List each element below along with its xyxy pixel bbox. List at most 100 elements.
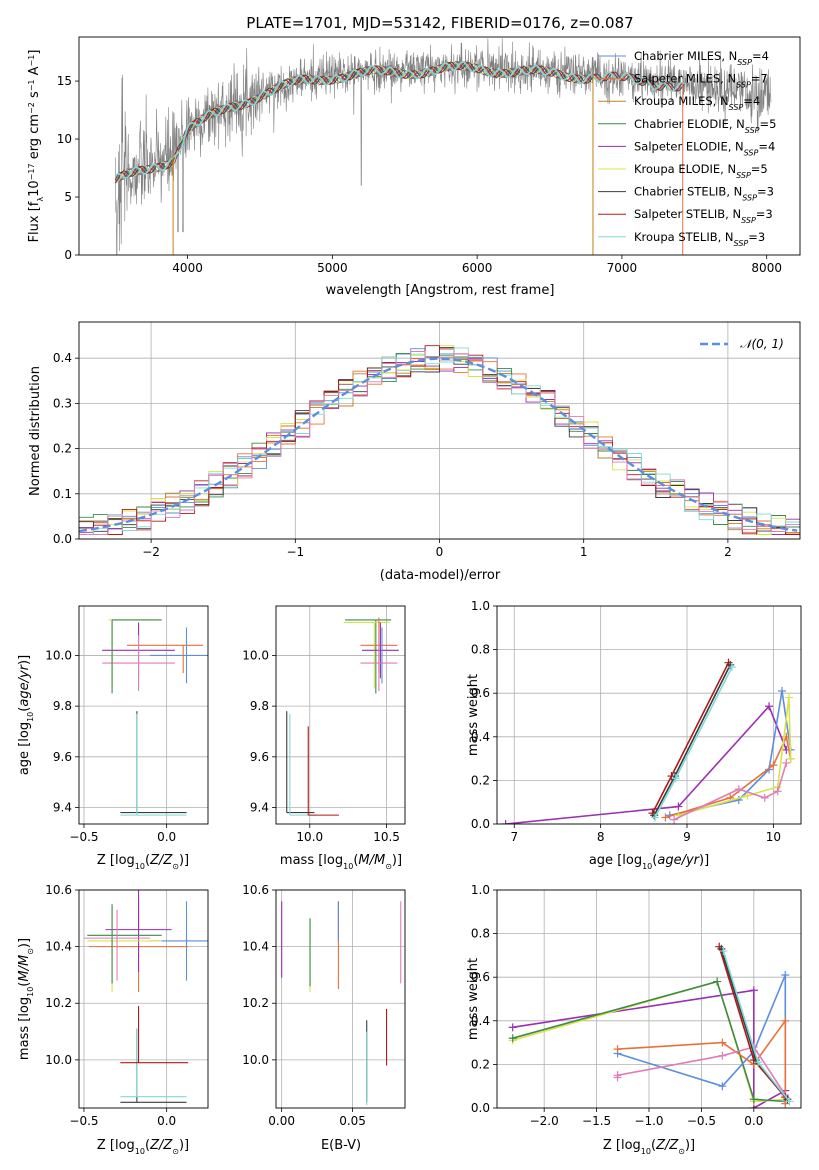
normal-curve-line [79, 357, 798, 533]
y-tick-label: 10.4 [242, 940, 269, 954]
age-metal-axes [75, 606, 208, 828]
data-point-chabrier_miles [150, 627, 208, 684]
y-tick-label: 10.0 [242, 1053, 269, 1067]
y-tick-label: 0.4 [471, 1014, 490, 1028]
series-marker [734, 785, 743, 794]
y-tick-label: 0.0 [471, 1101, 490, 1115]
age-mass-axes [272, 606, 405, 828]
model-spectrum-line-kroupa_stelib [114, 60, 685, 179]
spectrum-xlabel: wavelength [Angstrom, rest frame] [326, 283, 555, 298]
histogram-step-kroupa_stelib [79, 347, 800, 535]
histogram-step-salpeter_stelib [79, 345, 800, 535]
series-line [505, 704, 788, 824]
series-marker [651, 813, 660, 822]
series-marker [781, 1016, 790, 1025]
age-mass-xlabel: mass [log10(M/M⊙)] [280, 853, 402, 871]
y-tick-label: 0.4 [471, 730, 490, 744]
x-tick-label: −1.0 [634, 1114, 663, 1128]
x-tick-label: −0.5 [69, 830, 98, 844]
series-line [651, 662, 730, 814]
y-tick-label: 0.3 [53, 396, 72, 410]
series-marker [749, 1095, 758, 1104]
data-point-chabrier_stelib [286, 711, 315, 814]
x-tick-label: −0.5 [69, 1114, 98, 1128]
series-line [653, 664, 731, 816]
weight-age-frame [496, 605, 802, 825]
data-point-chabrier_elodie [87, 904, 162, 984]
spectrum-frame [78, 36, 801, 256]
x-tick-label: 4000 [172, 261, 203, 275]
x-tick-label: 0.00 [268, 1114, 295, 1128]
series-marker [778, 687, 786, 696]
y-tick-label: 15 [57, 74, 72, 88]
y-tick-label: 10.2 [242, 996, 269, 1010]
legend-label: Salpeter STELIB, NSSP=3 [634, 207, 773, 225]
series-marker [501, 820, 510, 824]
y-tick-label: 0.0 [53, 532, 72, 546]
y-tick-label: 9.6 [53, 750, 72, 764]
model-spectrum-line-chabrier_stelib [114, 61, 685, 184]
x-tick-label: 9 [683, 830, 691, 844]
mass-metal-xlabel: Z [log10(Z/Z⊙)] [97, 1138, 189, 1156]
x-tick-label: 0 [436, 545, 444, 559]
series-marker [719, 947, 728, 956]
series-salpeter_miles [613, 1016, 790, 1108]
spectrum-axes [75, 80, 768, 259]
x-tick-label: 5000 [317, 261, 348, 275]
age-metal-ylabel: age [log10(age/yr)] [17, 655, 35, 775]
y-tick-label: 9.4 [53, 801, 72, 815]
series-marker [613, 1045, 622, 1054]
series-marker [718, 1051, 727, 1060]
data-point-salpeter_stelib [120, 1006, 189, 1064]
series-marker [508, 1023, 517, 1032]
series-line [654, 666, 733, 818]
x-tick-label: −2 [142, 545, 160, 559]
series-marker [785, 1097, 794, 1106]
series-salpeter_miles [661, 732, 795, 822]
series-chabrier_stelib [650, 660, 735, 820]
series-marker [754, 1058, 763, 1067]
y-tick-label: 1.0 [471, 883, 490, 897]
mass-metal-ylabel: mass [log10(M/M⊙)] [17, 938, 35, 1060]
data-point-chabrier_elodie [345, 619, 392, 694]
spectrum-ylabel: Flux [fλ10−17 erg cm−2 s−1 A−1] [27, 50, 45, 243]
series-kroupa_stelib [651, 663, 736, 822]
x-tick-label: 8 [597, 830, 605, 844]
data-point-kroupa_stelib [120, 713, 187, 816]
y-tick-label: 0.4 [53, 351, 72, 365]
x-tick-label: −1.5 [582, 1114, 611, 1128]
y-tick-label: 9.8 [53, 699, 72, 713]
series-line [678, 697, 792, 817]
data-point-chabrier_elodie [111, 619, 162, 694]
model-spectrum-line-chabrier_elodie [115, 61, 594, 181]
x-tick-label: 8000 [751, 261, 782, 275]
y-tick-label: 0.0 [471, 817, 490, 831]
y-tick-label: 0.6 [471, 686, 490, 700]
y-tick-label: 0.2 [471, 1057, 490, 1071]
x-tick-label: 0.0 [744, 1114, 763, 1128]
age-metal-frame [78, 605, 209, 825]
weight-metal-frame [496, 889, 802, 1109]
data-point-chabrier_stelib [120, 1028, 187, 1103]
legend-label: 𝒩(0, 1) [740, 337, 784, 351]
mass-ebv-frame [275, 889, 406, 1109]
weight-age-xlabel: age [log10(age/yr)] [589, 853, 709, 871]
histogram-step-pink [79, 351, 800, 535]
series-marker [769, 761, 778, 770]
x-tick-label: 10.0 [296, 830, 323, 844]
y-tick-label: 10 [57, 132, 72, 146]
series-marker [613, 1071, 622, 1080]
x-tick-label: −2.0 [530, 1114, 559, 1128]
y-tick-label: 0.1 [53, 487, 72, 501]
series-marker [718, 1082, 727, 1091]
series-marker [670, 815, 679, 824]
y-tick-label: 10.6 [45, 883, 72, 897]
x-tick-label: 10.5 [373, 830, 400, 844]
x-tick-label: 0.0 [157, 1114, 176, 1128]
data-point-pink [102, 635, 175, 691]
weight-metal-xlabel: Z [log10(Z/Z⊙)] [603, 1138, 695, 1156]
y-tick-label: 9.4 [250, 801, 269, 815]
series-marker [674, 802, 683, 811]
series-marker [782, 758, 791, 767]
data-point-kroupa_elodie [343, 621, 390, 689]
